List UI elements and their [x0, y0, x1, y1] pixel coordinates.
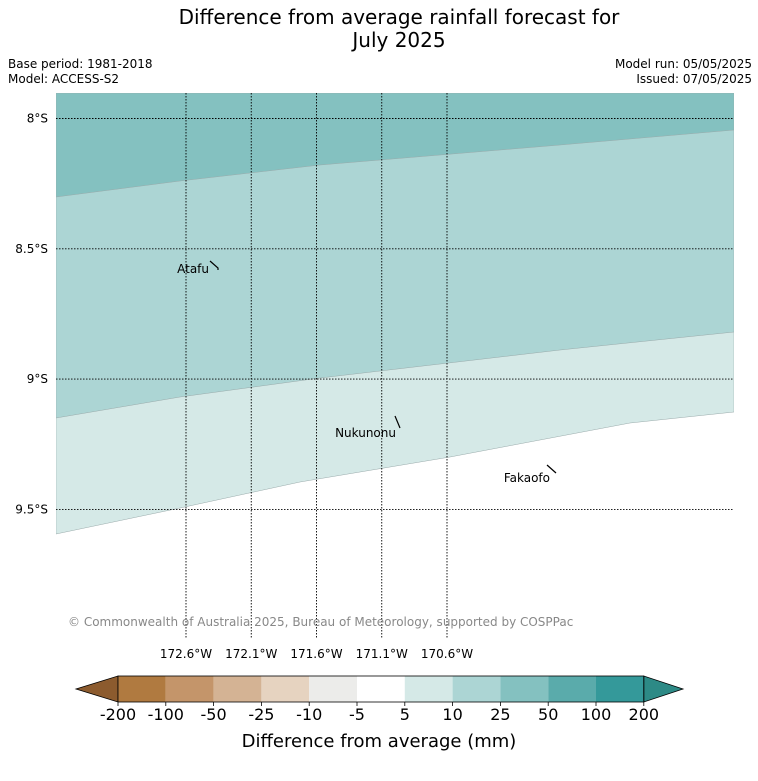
colorbar-segment — [261, 676, 310, 702]
model-name: Model: ACCESS-S2 — [8, 72, 120, 86]
base-period: Base period: 1981-2018 — [8, 57, 153, 71]
atoll-outline — [394, 415, 401, 429]
colorbar-tick-label: 50 — [538, 705, 558, 724]
colorbar-tick-label: -50 — [201, 705, 227, 724]
atoll-outline — [546, 464, 557, 474]
lat-tick-label: 8°S — [27, 112, 48, 126]
colorbar-tick-label: 10 — [442, 705, 462, 724]
colorbar-tick-label: 25 — [490, 705, 510, 724]
colorbar-tick-label: -5 — [349, 705, 365, 724]
lat-tick-label: 8.5°S — [15, 242, 48, 256]
place-label-atafu: Atafu — [177, 262, 209, 276]
copyright-text: © Commonwealth of Australia 2025, Bureau… — [68, 615, 573, 629]
lat-tick-label: 9.5°S — [15, 502, 48, 516]
colorbar-frame — [117, 675, 645, 703]
colorbar-label: Difference from average (mm) — [241, 731, 517, 752]
title-line-2: July 2025 — [352, 28, 446, 52]
atoll-outline — [209, 260, 219, 270]
colorbar-segment — [309, 676, 357, 702]
map-title: Difference from average rainfall forecas… — [0, 6, 758, 52]
place-markers: Atafu Nukunonu Fakaofo — [177, 260, 557, 485]
colorbar-segment — [404, 676, 453, 702]
colorbar-segment — [213, 676, 262, 702]
colorbar-tick-label: -10 — [296, 705, 322, 724]
lon-tick-label: 171.1°W — [356, 647, 408, 661]
meta-right: Model run: 05/05/2025 Issued: 07/05/2025 — [600, 57, 752, 87]
rainfall-map: Atafu Nukunonu Fakaofo © Commonwealth of A… — [56, 93, 734, 639]
colorbar-segment — [596, 676, 644, 702]
place-label-fakaofo: Fakaofo — [504, 471, 550, 485]
colorbar-extend-low — [74, 675, 119, 703]
title-line-1: Difference from average rainfall forecas… — [178, 5, 620, 29]
graticule — [56, 93, 734, 639]
lon-tick-label: 171.6°W — [290, 647, 342, 661]
lon-tick-label: 172.1°W — [225, 647, 277, 661]
place-label-nukunonu: Nukunonu — [335, 426, 396, 440]
colorbar-extend-high — [643, 675, 685, 703]
colorbar-segment — [357, 676, 405, 702]
lon-tick-label: 172.6°W — [160, 647, 212, 661]
colorbar-segment — [165, 676, 214, 702]
colorbar-segment — [548, 676, 596, 702]
model-run: Model run: 05/05/2025 — [614, 57, 752, 71]
colorbar-segment — [500, 676, 549, 702]
colorbar-tick-label: 100 — [581, 705, 612, 724]
colorbar-segment — [452, 676, 501, 702]
colorbar-tick-label: -25 — [248, 705, 274, 724]
colorbar-tick-label: 5 — [400, 705, 410, 724]
colorbar-tick-label: 200 — [629, 705, 660, 724]
colorbar-segment — [118, 676, 166, 702]
lon-tick-label: 170.6°W — [421, 647, 473, 661]
issued-date: Issued: 07/05/2025 — [636, 72, 752, 86]
lat-tick-label: 9°S — [27, 372, 48, 386]
band-25-50 — [56, 93, 734, 198]
axis-tick-labels: 172.6°W 172.1°W 171.6°W 171.1°W 170.6°W 8°S 8.… — [15, 112, 473, 662]
meta-left: Base period: 1981-2018 Model: ACCESS-S2 — [8, 57, 153, 87]
colorbar-tick-label: -200 — [100, 705, 136, 724]
colorbar-tick-label: -100 — [148, 705, 184, 724]
colorbar: -200 -100 -50 -25 -10 -5 5 10 25 50 100 200 — [74, 675, 685, 724]
